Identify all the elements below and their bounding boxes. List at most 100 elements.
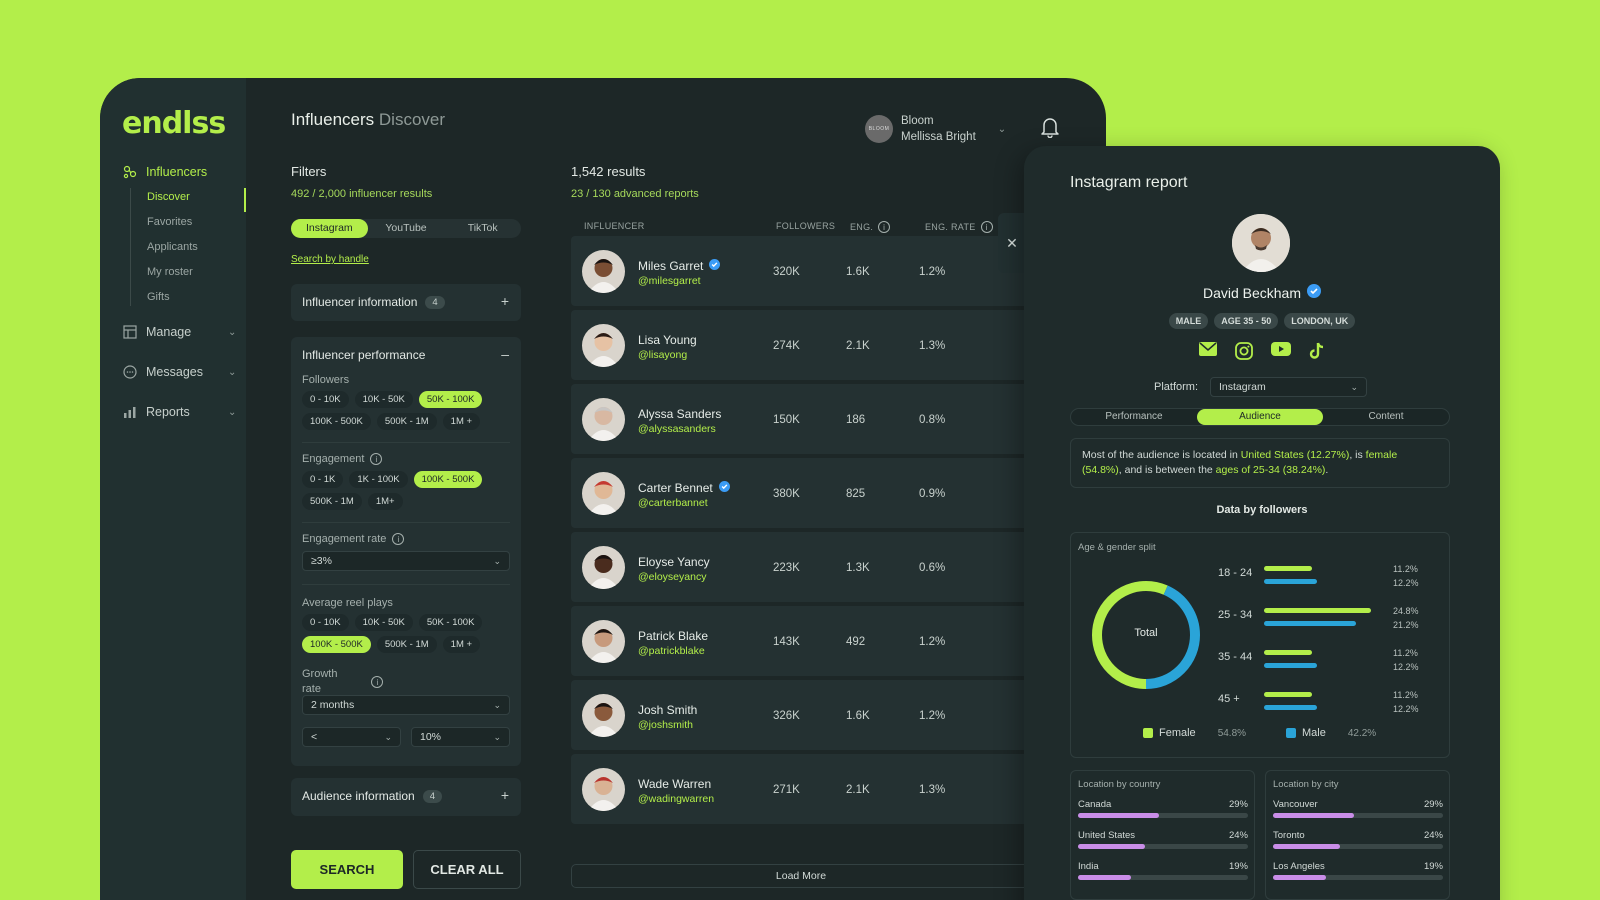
followers-chip[interactable]: 100K - 500K <box>302 413 371 430</box>
tab-performance[interactable]: Performance <box>1105 411 1163 422</box>
reel-plays-chip-selected[interactable]: 100K - 500K <box>302 636 371 653</box>
tab-instagram[interactable]: Instagram <box>291 219 368 238</box>
table-row[interactable]: Alyssa Sanders @alyssasanders 150K 186 0.8% <box>571 384 1031 454</box>
column-header-influencer[interactable]: INFLUENCER <box>584 221 645 231</box>
subnav-my-roster[interactable]: My roster <box>147 266 193 278</box>
reel-plays-chip[interactable]: 50K - 100K <box>418 614 483 631</box>
growth-operator-select[interactable]: < ⌄ <box>302 727 401 747</box>
table-row[interactable]: Miles Garret @milesgarret 320K 1.6K 1.2% <box>571 236 1031 306</box>
legend-swatch <box>1143 728 1153 738</box>
influencer-name[interactable]: Carter Bennet <box>638 481 730 495</box>
growth-period-select[interactable]: 2 months ⌄ <box>302 695 510 715</box>
column-header-eng-rate[interactable]: ENG. RATE i <box>925 221 993 233</box>
load-more-button[interactable]: Load More <box>571 864 1031 888</box>
influencer-name[interactable]: Eloyse Yancy <box>638 555 710 569</box>
influencer-name[interactable]: Josh Smith <box>638 703 698 717</box>
reel-plays-chip[interactable]: 10K - 50K <box>354 614 413 631</box>
subnav-applicants[interactable]: Applicants <box>147 241 198 253</box>
engagement-chip[interactable]: 500K - 1M <box>302 493 362 510</box>
tab-audience[interactable]: Audience <box>1197 409 1323 425</box>
bell-icon[interactable] <box>1040 116 1060 143</box>
subnav-gifts[interactable]: Gifts <box>147 291 170 303</box>
info-icon[interactable]: i <box>878 221 891 233</box>
influencer-handle[interactable]: @alyssasanders <box>638 423 716 435</box>
tab-youtube[interactable]: YouTube <box>385 222 427 234</box>
influencer-name[interactable]: Patrick Blake <box>638 629 709 643</box>
location-pct: 29% <box>1228 799 1248 810</box>
growth-value-select[interactable]: 10% ⌄ <box>411 727 510 747</box>
engagement-chip[interactable]: 1M+ <box>367 493 403 510</box>
location-bar-fill <box>1273 813 1355 818</box>
clear-all-button[interactable]: CLEAR ALL <box>413 850 521 889</box>
nav-reports[interactable]: Reports ⌄ <box>122 404 236 420</box>
count-badge: 4 <box>425 295 445 309</box>
engagement-rate-select[interactable]: ≥3% ⌄ <box>302 551 510 571</box>
engagement-chip[interactable]: 1K - 100K <box>349 471 408 488</box>
table-row[interactable]: Eloyse Yancy @eloyseyancy 223K 1.3K 0.6% <box>571 532 1031 602</box>
nav-messages[interactable]: Messages ⌄ <box>122 364 236 380</box>
column-header-followers[interactable]: FOLLOWERS <box>776 221 836 231</box>
info-icon[interactable]: i <box>392 533 405 545</box>
influencer-handle[interactable]: @eloyseyancy <box>638 571 707 583</box>
influencer-handle[interactable]: @milesgarret <box>638 275 701 287</box>
followers-chip[interactable]: 1M + <box>442 413 481 430</box>
table-row[interactable]: Lisa Young @lisayong 274K 2.1K 1.3% <box>571 310 1031 380</box>
expand-icon[interactable]: + <box>500 787 509 803</box>
location-bar-fill <box>1078 813 1160 818</box>
engagement-chip-selected[interactable]: 100K - 500K <box>413 471 483 488</box>
followers-chip[interactable]: 500K - 1M <box>376 413 437 430</box>
influencer-name[interactable]: Miles Garret <box>638 259 721 273</box>
info-icon[interactable]: i <box>980 221 993 233</box>
location-bar-fill <box>1078 875 1132 880</box>
info-icon[interactable]: i <box>371 676 384 688</box>
instagram-icon[interactable] <box>1235 342 1253 365</box>
nav-influencers[interactable]: Influencers <box>122 164 207 180</box>
search-by-handle-link[interactable]: Search by handle <box>291 254 369 265</box>
influencer-handle[interactable]: @wadingwarren <box>638 793 715 805</box>
active-indicator <box>244 188 246 212</box>
close-icon[interactable]: ✕ <box>998 213 1026 273</box>
audience-information-section[interactable]: Audience information 4 + <box>291 778 521 816</box>
location-bar-track <box>1273 844 1443 849</box>
influencer-handle[interactable]: @patrickblake <box>638 645 705 657</box>
column-header-eng[interactable]: ENG. i <box>850 221 891 233</box>
reel-plays-chip[interactable]: 0 - 10K <box>302 614 349 631</box>
tab-content[interactable]: Content <box>1368 411 1404 422</box>
subnav-discover[interactable]: Discover <box>147 191 190 203</box>
manage-icon <box>122 324 138 340</box>
followers-chip[interactable]: 10K - 50K <box>354 391 413 408</box>
influencer-handle[interactable]: @joshsmith <box>638 719 694 731</box>
engagement-chips: 0 - 1K 1K - 100K 100K - 500K 500K - 1M 1… <box>302 471 512 510</box>
followers-chip-selected[interactable]: 50K - 100K <box>418 391 483 408</box>
table-row[interactable]: Wade Warren @wadingwarren 271K 2.1K 1.3% <box>571 754 1031 824</box>
table-row[interactable]: Josh Smith @joshsmith 326K 1.6K 1.2% <box>571 680 1031 750</box>
reel-plays-chip[interactable]: 1M + <box>442 636 481 653</box>
collapse-icon[interactable]: – <box>501 346 509 362</box>
chevron-down-icon: ⌄ <box>228 366 237 378</box>
influencer-information-section[interactable]: Influencer information 4 + <box>291 284 521 321</box>
tab-tiktok[interactable]: TikTok <box>467 222 498 234</box>
subnav-favorites[interactable]: Favorites <box>147 216 193 228</box>
chevron-down-icon: ⌄ <box>997 123 1007 135</box>
nav-manage[interactable]: Manage ⌄ <box>122 324 236 340</box>
influencer-handle[interactable]: @carterbannet <box>638 497 708 509</box>
engagement-chip[interactable]: 0 - 1K <box>302 471 344 488</box>
table-row[interactable]: Carter Bennet @carterbannet 380K 825 0.9% <box>571 458 1031 528</box>
influencer-name[interactable]: Lisa Young <box>638 333 697 347</box>
location-pct: 24% <box>1228 830 1248 841</box>
table-row[interactable]: Patrick Blake @patrickblake 143K 492 1.2% <box>571 606 1031 676</box>
tiktok-icon[interactable] <box>1309 342 1325 365</box>
expand-icon[interactable]: + <box>500 293 509 309</box>
mail-icon[interactable] <box>1199 342 1217 365</box>
influencer-name[interactable]: Alyssa Sanders <box>638 407 722 421</box>
influencer-name[interactable]: Wade Warren <box>638 777 712 791</box>
followers-chip[interactable]: 0 - 10K <box>302 391 349 408</box>
reel-plays-chip[interactable]: 500K - 1M <box>376 636 437 653</box>
platform-select[interactable]: Instagram ⌄ <box>1210 377 1367 397</box>
youtube-icon[interactable] <box>1271 342 1291 365</box>
info-icon[interactable]: i <box>370 453 383 465</box>
influencer-handle[interactable]: @lisayong <box>638 349 688 361</box>
search-button[interactable]: SEARCH <box>291 850 403 889</box>
account-switcher[interactable]: BLOOM Bloom Mellissa Bright ⌄ <box>865 113 1006 145</box>
age-group-label: 45 + <box>1218 693 1240 705</box>
